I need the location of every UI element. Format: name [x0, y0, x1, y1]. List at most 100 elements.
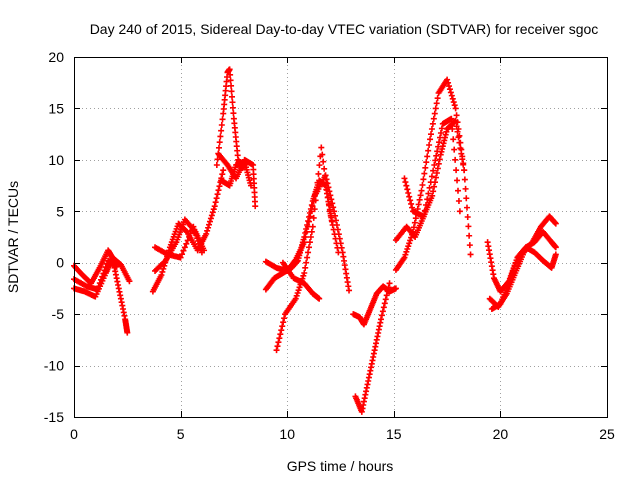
data-point	[247, 182, 254, 189]
data-point	[191, 226, 198, 233]
data-point	[434, 95, 441, 102]
data-point	[214, 156, 221, 163]
x-axis-label: GPS time / hours	[287, 458, 394, 474]
data-point	[276, 335, 283, 342]
data-point	[320, 158, 327, 165]
data-point	[420, 213, 427, 220]
data-point	[378, 312, 385, 319]
data-point	[161, 258, 168, 265]
data-point	[464, 214, 471, 220]
data-point	[328, 217, 335, 224]
data-point	[96, 280, 103, 287]
data-point	[300, 272, 307, 279]
data-point	[220, 167, 227, 174]
x-tick-label: 5	[177, 426, 185, 442]
data-point	[187, 230, 194, 237]
data-point	[463, 195, 470, 202]
data-point	[312, 197, 319, 204]
data-point	[457, 145, 464, 152]
data-point	[461, 176, 468, 183]
data-point	[430, 115, 437, 122]
data-point	[507, 274, 514, 281]
data-point	[383, 292, 390, 299]
data-point	[179, 251, 186, 258]
data-point	[403, 182, 410, 189]
y-tick-label: -5	[52, 306, 65, 322]
data-point	[330, 204, 337, 211]
data-point	[213, 195, 220, 202]
data-point	[280, 319, 287, 326]
data-point	[409, 204, 416, 211]
data-point	[229, 93, 236, 100]
data-point	[432, 174, 439, 181]
data-point	[326, 208, 333, 215]
data-point	[335, 249, 342, 256]
data-point	[401, 254, 408, 261]
data-point	[303, 259, 310, 266]
data-point	[126, 278, 133, 285]
data-point	[330, 226, 337, 233]
y-tick-label: 20	[48, 49, 64, 65]
data-point	[311, 206, 318, 213]
data-point	[230, 110, 237, 117]
data-point	[279, 323, 286, 330]
data-point	[506, 277, 513, 284]
data-point	[418, 187, 425, 194]
data-point	[426, 184, 433, 191]
data-point	[458, 150, 465, 157]
data-point	[229, 99, 236, 106]
data-point	[427, 131, 434, 138]
data-point	[437, 130, 444, 136]
y-tick-label: 15	[48, 100, 64, 116]
data-point	[420, 176, 427, 183]
data-point	[432, 105, 439, 112]
data-point	[218, 127, 225, 134]
data-point	[294, 290, 301, 296]
data-point	[405, 243, 412, 250]
data-point	[205, 224, 212, 231]
data-point	[444, 76, 451, 83]
data-point	[432, 157, 439, 164]
data-point	[455, 198, 462, 204]
series-arc5b	[352, 280, 393, 415]
data-points	[71, 66, 559, 415]
data-point	[427, 179, 434, 186]
data-point	[384, 288, 391, 295]
data-point	[466, 242, 473, 249]
data-point	[435, 160, 442, 167]
data-point	[325, 201, 332, 208]
data-point	[401, 175, 408, 182]
data-point	[215, 187, 222, 194]
data-point	[193, 232, 200, 239]
data-point	[407, 197, 414, 204]
data-point	[275, 339, 282, 346]
data-point	[331, 231, 338, 238]
data-point	[448, 115, 455, 122]
plot-frame	[74, 57, 608, 418]
data-point	[319, 151, 326, 158]
data-point	[209, 209, 216, 216]
x-tick-label: 25	[599, 426, 615, 442]
data-point	[219, 171, 226, 178]
series-arc4d	[279, 259, 323, 302]
data-point	[216, 183, 223, 190]
data-point	[421, 170, 428, 177]
data-point	[378, 316, 385, 323]
data-point	[459, 156, 466, 163]
data-point	[293, 292, 300, 299]
data-point	[447, 89, 454, 96]
data-point	[99, 273, 106, 280]
data-point	[183, 240, 190, 247]
data-point	[449, 126, 456, 132]
data-point	[217, 133, 224, 140]
data-point	[431, 110, 438, 117]
data-point	[101, 267, 108, 274]
data-point	[296, 284, 303, 291]
data-point	[433, 100, 440, 107]
data-point	[190, 223, 197, 230]
data-point	[509, 268, 516, 275]
y-tick-label: -15	[44, 409, 64, 425]
data-point	[454, 187, 461, 194]
data-point	[412, 215, 419, 222]
data-point	[454, 128, 461, 135]
